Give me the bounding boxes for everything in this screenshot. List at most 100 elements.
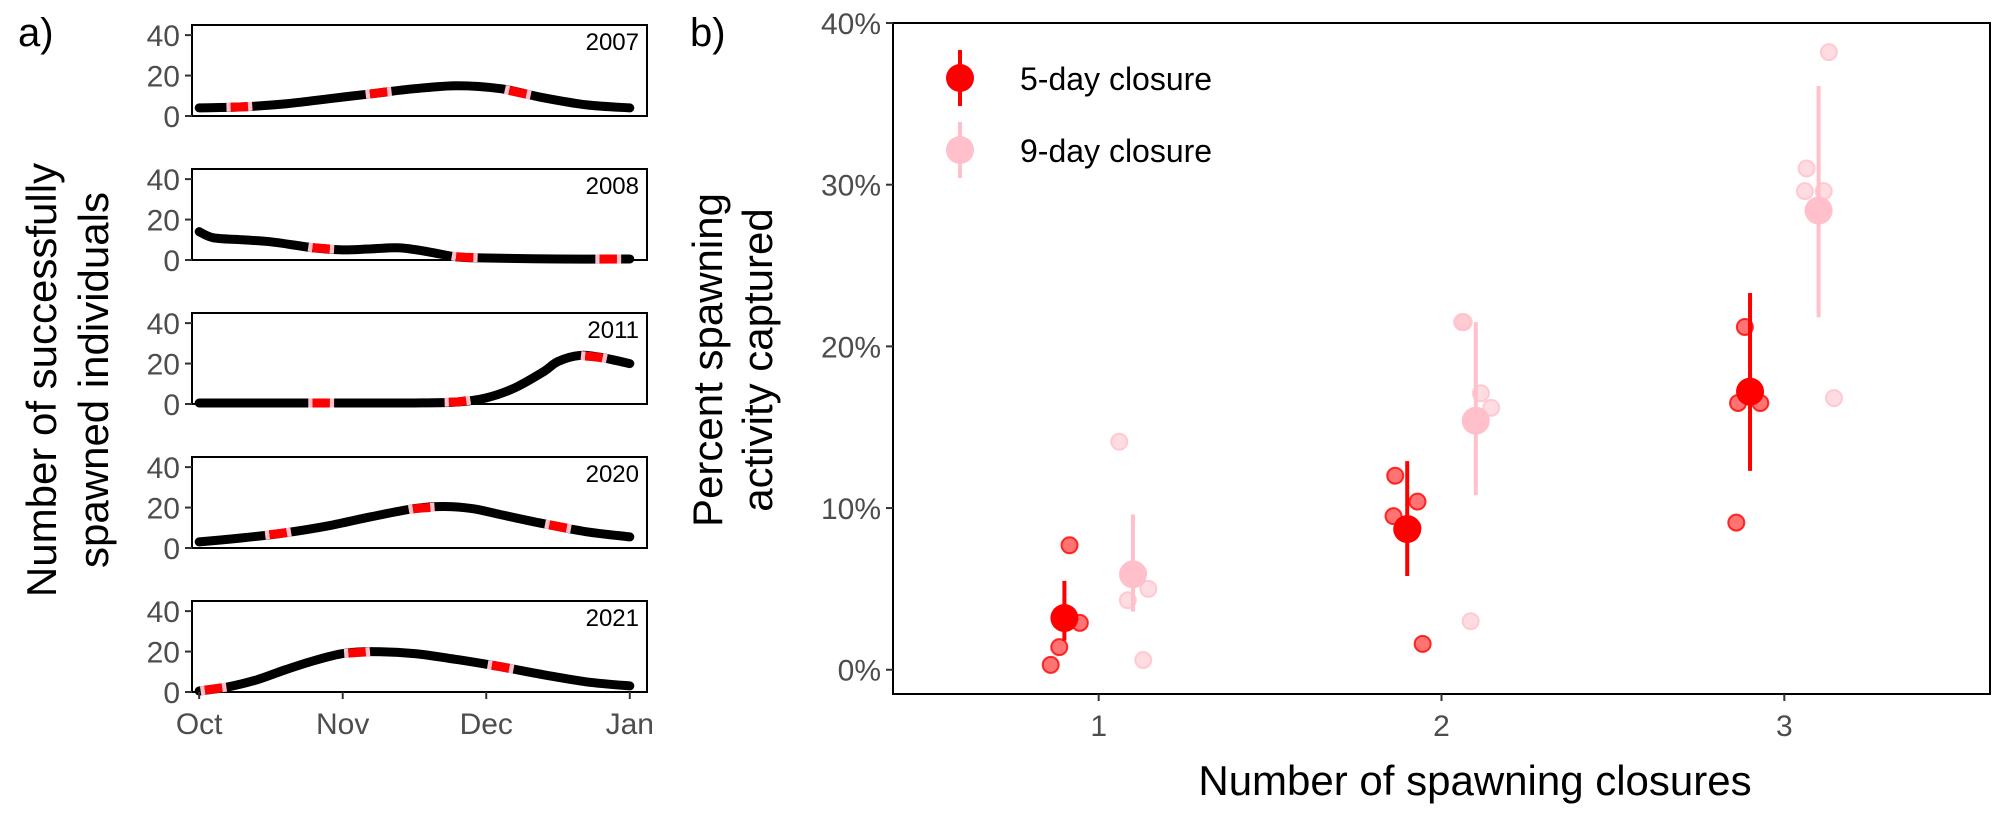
mean-marker: [1118, 560, 1147, 589]
raw-point: [1050, 638, 1069, 657]
raw-point: [1408, 492, 1427, 511]
closure-segment: [307, 242, 314, 253]
closure-segment: [365, 89, 371, 99]
y-tick-label: 20: [147, 205, 180, 238]
y-tick-label: 40: [147, 452, 180, 485]
closure-segment: [448, 396, 467, 407]
y-tick-label: 0: [163, 101, 180, 134]
facet-2021: 0 20 40 2021 Oct Nov Dec Jan: [147, 596, 654, 741]
closure-segment: [386, 86, 393, 97]
closure-segment: [508, 86, 528, 99]
closure-segment: [565, 523, 572, 534]
panel-a-ylabel-line2: spawned individuals: [70, 192, 117, 568]
legend-5day-marker: [946, 64, 974, 92]
closure-segment: [221, 682, 228, 693]
y-tick-label: 20: [147, 493, 180, 526]
panel-b-scatter: 0% 10% 20% 30% 40% 1 2 3: [821, 8, 1991, 743]
raw-point: [1819, 43, 1838, 62]
facet-2008: 0 20 40 2008: [147, 164, 648, 278]
raw-point: [1453, 313, 1472, 332]
panel-a-small-multiples: 0 20 40 2007 0 20 40 2008 0 20 40 2011 0 20 40 2020 0 20 4…: [147, 20, 654, 741]
facet-2011: 0 20 40 2011: [147, 308, 648, 422]
closure-segment: [465, 395, 472, 406]
facet-year-label: 2007: [586, 29, 639, 56]
closure-segment: [503, 85, 511, 95]
closure-segment: [544, 519, 551, 530]
x-tick-label: Jan: [606, 708, 654, 741]
legend-9day-label: 9-day closure: [1020, 133, 1212, 169]
closure-segment: [348, 647, 366, 658]
y-tick-label: 20%: [821, 331, 881, 364]
closure-segment: [508, 663, 515, 674]
mean-marker: [1804, 196, 1833, 225]
x-tick-label: Nov: [316, 708, 369, 741]
x-tick-label: 3: [1776, 710, 1793, 743]
panel-b-ylabel-line2: activity captured: [734, 208, 781, 511]
raw-point: [1795, 182, 1814, 201]
spawning-curve: [194, 81, 635, 113]
panel-b-xlabel: Number of spawning closures: [1198, 757, 1751, 804]
y-tick-label: 40: [147, 596, 180, 629]
closure-segment: [230, 102, 249, 112]
closure-segment: [199, 685, 206, 696]
raw-point: [1482, 398, 1501, 417]
raw-point: [1797, 159, 1816, 178]
y-tick-label: 30%: [821, 170, 881, 203]
closure-segment: [548, 520, 568, 533]
mean-marker: [1461, 406, 1490, 435]
x-tick-label: 1: [1090, 710, 1107, 743]
facet-2007: 0 20 40 2007: [147, 20, 648, 134]
closure-segment: [268, 528, 288, 540]
y-tick-label: 0: [163, 677, 180, 710]
x-tick-label: 2: [1433, 710, 1450, 743]
closure-segment: [525, 89, 532, 100]
spawning-curve: [194, 647, 635, 696]
x-tick-label: Oct: [176, 708, 223, 741]
raw-point: [1139, 579, 1158, 598]
closure-segment: [369, 87, 388, 99]
closure-segment: [286, 527, 292, 538]
raw-point: [1060, 536, 1079, 555]
series-5day: [1041, 293, 1770, 674]
mean-marker: [1393, 515, 1422, 544]
y-tick-label: 10%: [821, 493, 881, 526]
closure-segment: [204, 683, 223, 695]
y-tick-label: 20: [147, 349, 180, 382]
legend-9day-marker: [946, 136, 974, 164]
closure-segment: [455, 252, 474, 263]
y-tick-label: 0: [163, 245, 180, 278]
facet-2020: 0 20 40 2020: [147, 452, 648, 566]
facet-year-label: 2020: [586, 461, 639, 488]
panel-b-ylabel-line1: Percent spawning: [684, 193, 731, 527]
x-tick-label: Dec: [460, 708, 513, 741]
facet-frame: [191, 168, 648, 261]
facet-frame: [191, 456, 648, 549]
y-tick-label: 20: [147, 61, 180, 94]
legend: 5-day closure 9-day closure: [946, 50, 1212, 178]
mean-marker: [1050, 604, 1079, 633]
raw-point: [1134, 651, 1153, 670]
y-tick-label: 40: [147, 20, 180, 53]
raw-point: [1461, 612, 1480, 631]
closure-segment: [486, 660, 493, 670]
y-tick-label: 0: [163, 533, 180, 566]
panel-a-label: a): [18, 11, 54, 55]
raw-point: [1825, 389, 1844, 408]
mean-marker: [1736, 377, 1765, 406]
facet-year-label: 2021: [586, 605, 639, 632]
closure-segment: [451, 251, 457, 262]
facet-frame: [191, 600, 648, 693]
closure-segment: [491, 660, 511, 673]
plot-frame: [892, 22, 1991, 695]
series-9day: [1110, 43, 1844, 670]
facet-frame: [191, 24, 648, 117]
y-tick-label: 40: [147, 308, 180, 341]
legend-5day-label: 5-day closure: [1020, 61, 1212, 97]
facet-year-label: 2008: [586, 173, 639, 200]
y-tick-label: 0%: [838, 655, 881, 688]
y-tick-label: 40: [147, 164, 180, 197]
facet-year-label: 2011: [587, 317, 639, 344]
raw-point: [1110, 432, 1129, 451]
raw-point: [1413, 634, 1432, 653]
